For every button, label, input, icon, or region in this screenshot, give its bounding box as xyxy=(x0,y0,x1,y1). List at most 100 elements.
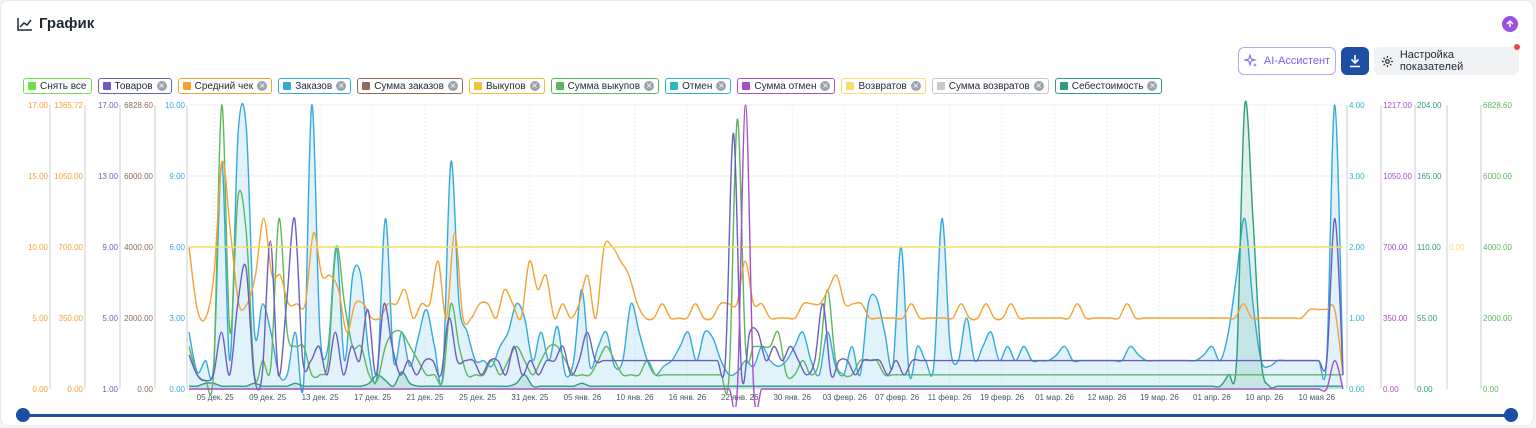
legend-swatch xyxy=(742,82,751,90)
y-tick-label: 700.00 xyxy=(1383,243,1408,252)
remove-icon[interactable]: × xyxy=(336,81,347,91)
y-tick-label: 4000.00 xyxy=(1483,243,1512,252)
y-tick-label: 0.00 xyxy=(169,385,185,394)
legend-swatch xyxy=(936,82,945,90)
legend-label: Заказов xyxy=(295,80,333,92)
x-tick-label: 19 февр. 26 xyxy=(980,393,1025,402)
remove-icon[interactable]: × xyxy=(820,81,831,91)
y-tick-label: 10.00 xyxy=(28,243,49,252)
chart-line-icon xyxy=(17,17,32,31)
legend-item[interactable]: Сумма заказов × xyxy=(357,78,463,94)
x-tick-label: 17 дек. 25 xyxy=(354,393,392,402)
legend-swatch xyxy=(1059,82,1068,90)
y-tick-label: 15.00 xyxy=(28,172,49,181)
y-tick-label: 1217.00 xyxy=(1383,101,1412,110)
legend-item[interactable]: Средний чек × xyxy=(177,78,273,94)
legend-swatch xyxy=(846,82,855,90)
download-button[interactable] xyxy=(1341,47,1369,75)
legend-swatch xyxy=(102,82,111,90)
y-tick-label: 6828.60 xyxy=(124,101,153,110)
settings-label: Настройка показателей xyxy=(1399,49,1464,73)
legend-label: Выкупов xyxy=(485,80,526,92)
legend-item[interactable]: Себестоимость × xyxy=(1054,78,1163,94)
legend-label: Себестоимость xyxy=(1071,80,1144,92)
chart-plot: 05 дек. 25 09 дек. 25 13 дек. 25 17 дек. 25… xyxy=(28,100,1512,407)
legend-item[interactable]: Возвратов × xyxy=(841,78,926,94)
legend-item[interactable]: Заказов × xyxy=(278,78,352,94)
x-tick-label: 16 янв. 26 xyxy=(669,393,707,402)
settings-button[interactable]: Настройка показателей xyxy=(1374,47,1519,75)
y-tick-label: 9.00 xyxy=(102,243,118,252)
range-slider-end-handle[interactable] xyxy=(1504,408,1518,422)
legend-label: Товаров xyxy=(114,80,153,92)
legend-clear-all[interactable]: Снять все xyxy=(23,78,92,94)
y-tick-label: 0.00 xyxy=(1483,385,1499,394)
legend-label: Средний чек xyxy=(194,80,254,92)
y-tick-label: 165.00 xyxy=(1417,172,1442,181)
range-slider-start-handle[interactable] xyxy=(16,408,30,422)
legend-item[interactable]: Товаров × xyxy=(97,78,172,94)
legend-item[interactable]: Отмен × xyxy=(665,78,732,94)
y-tick-label: 0.00 xyxy=(1449,243,1465,252)
y-tick-label: 350.00 xyxy=(1383,314,1408,323)
x-tick-label: 10 янв. 26 xyxy=(616,393,654,402)
remove-icon[interactable]: × xyxy=(1033,81,1044,91)
x-tick-label: 11 февр. 26 xyxy=(928,393,972,402)
x-tick-label: 01 мар. 26 xyxy=(1035,393,1074,402)
y-tick-label: 3.00 xyxy=(1349,172,1365,181)
y-tick-label: 17.00 xyxy=(98,101,119,110)
legend-item[interactable]: Выкупов × xyxy=(468,78,545,94)
remove-icon[interactable]: × xyxy=(447,81,458,91)
y-tick-label: 2.00 xyxy=(1349,243,1365,252)
legend-label: Отмен xyxy=(682,80,713,92)
y-tick-label: 1.00 xyxy=(1349,314,1365,323)
remove-icon[interactable]: × xyxy=(1147,81,1158,91)
y-tick-label: 0.00 xyxy=(1417,385,1433,394)
x-tick-label: 09 дек. 25 xyxy=(249,393,287,402)
y-tick-label: 0.00 xyxy=(1349,385,1365,394)
legend-label: Возвратов xyxy=(858,80,907,92)
legend-clear-label: Снять все xyxy=(40,80,87,92)
remove-icon[interactable]: × xyxy=(257,81,268,91)
legend-item[interactable]: Сумма выкупов × xyxy=(550,78,660,94)
x-tick-label: 30 янв. 26 xyxy=(773,393,811,402)
legend-swatch xyxy=(182,82,191,90)
y-tick-label: 6000.00 xyxy=(124,172,153,181)
y-tick-label: 55.00 xyxy=(1417,314,1438,323)
y-tick-label: 3.00 xyxy=(169,314,185,323)
legend-item[interactable]: Сумма отмен × xyxy=(737,78,836,94)
y-tick-label: 10.00 xyxy=(165,101,186,110)
y-tick-label: 0.00 xyxy=(32,385,48,394)
y-tick-label: 700.00 xyxy=(59,243,84,252)
y-tick-label: 0.00 xyxy=(137,385,153,394)
remove-icon[interactable]: × xyxy=(910,81,921,91)
remove-icon[interactable]: × xyxy=(644,81,655,91)
range-slider-track[interactable] xyxy=(23,414,1511,417)
y-tick-label: 0.00 xyxy=(67,385,83,394)
x-tick-label: 31 дек. 25 xyxy=(511,393,549,402)
y-tick-label: 350.00 xyxy=(59,314,84,323)
legend-label: Сумма отмен xyxy=(754,80,817,92)
collapse-button[interactable] xyxy=(1502,16,1518,32)
legend-label: Сумма возвратов xyxy=(948,80,1030,92)
legend-item[interactable]: Сумма возвратов × xyxy=(931,78,1049,94)
y-tick-label: 1.00 xyxy=(102,385,118,394)
series-area xyxy=(189,103,1343,393)
x-tick-label: 13 дек. 25 xyxy=(302,393,340,402)
y-tick-label: 2000.00 xyxy=(124,314,153,323)
remove-icon[interactable]: × xyxy=(716,81,727,91)
y-tick-label: 17.00 xyxy=(28,101,49,110)
remove-icon[interactable]: × xyxy=(529,81,540,91)
remove-icon[interactable]: × xyxy=(156,81,167,91)
legend-swatch xyxy=(473,82,482,90)
legend-swatch xyxy=(28,82,36,90)
card-title: График xyxy=(17,15,94,32)
legend-swatch xyxy=(362,82,371,90)
x-tick-label: 03 февр. 26 xyxy=(823,393,868,402)
series-line xyxy=(188,132,1344,391)
y-tick-label: 5.00 xyxy=(32,314,48,323)
y-tick-label: 1050.00 xyxy=(1383,172,1412,181)
ai-assistant-button[interactable]: AI-Ассистент xyxy=(1238,47,1336,75)
legend: Снять все Товаров × Средний чек × Заказов × Су… xyxy=(23,78,1163,94)
